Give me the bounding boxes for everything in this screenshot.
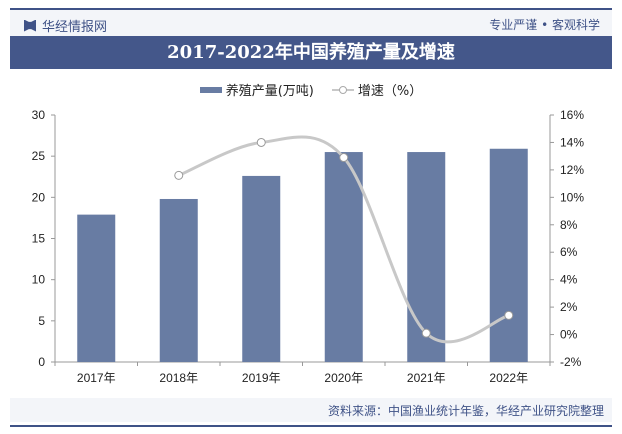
right-tick-label: 8% bbox=[560, 218, 578, 232]
growth-point bbox=[339, 153, 349, 163]
brand: 华经情报网 bbox=[24, 16, 107, 35]
right-tick-label: 6% bbox=[560, 245, 578, 259]
logo-icon bbox=[24, 19, 36, 32]
chart-title: 2017-2022年中国养殖产量及增速 bbox=[10, 36, 612, 69]
line-swatch bbox=[331, 85, 354, 95]
right-tick-label: 4% bbox=[560, 273, 578, 287]
bar bbox=[159, 198, 198, 362]
legend-item-bar: 养殖产量(万吨) bbox=[199, 80, 314, 99]
header: 华经情报网 专业严谨 • 客观科学 bbox=[10, 10, 612, 36]
x-tick-label: 2018年 bbox=[159, 371, 198, 385]
right-tick-label: 12% bbox=[560, 163, 584, 177]
bar bbox=[407, 152, 446, 362]
growth-line bbox=[178, 135, 510, 344]
legend-label: 增速（%） bbox=[357, 84, 423, 99]
slogan: 专业严谨 • 客观科学 bbox=[489, 18, 600, 32]
bar bbox=[77, 214, 116, 362]
footer: 资料来源：中国渔业统计年鉴，华经产业研究院整理 bbox=[10, 398, 612, 422]
brand-name: 华经情报网 bbox=[42, 20, 108, 35]
x-tick-label: 2020年 bbox=[324, 371, 363, 385]
x-tick-label: 2022年 bbox=[489, 371, 528, 385]
bar-swatch bbox=[199, 86, 222, 93]
left-tick-label: 10 bbox=[32, 273, 46, 287]
x-tick-label: 2019年 bbox=[242, 371, 281, 385]
legend: 养殖产量(万吨) 增速（%） bbox=[0, 80, 622, 99]
left-tick-label: 25 bbox=[32, 149, 46, 163]
left-tick-label: 5 bbox=[38, 314, 45, 328]
right-tick-label: 14% bbox=[560, 135, 584, 149]
x-tick-label: 2021年 bbox=[407, 371, 446, 385]
right-tick-label: -2% bbox=[560, 355, 582, 369]
legend-label: 养殖产量(万吨) bbox=[225, 84, 314, 99]
legend-item-line: 增速（%） bbox=[331, 80, 423, 99]
left-tick-label: 0 bbox=[38, 355, 45, 369]
growth-point bbox=[421, 328, 431, 338]
bar bbox=[489, 148, 528, 362]
left-tick-label: 20 bbox=[32, 190, 46, 204]
left-tick-label: 15 bbox=[32, 232, 46, 246]
bar bbox=[242, 175, 281, 362]
right-tick-label: 10% bbox=[560, 190, 584, 204]
bar bbox=[324, 152, 363, 362]
right-tick-label: 2% bbox=[560, 300, 578, 314]
top-rule bbox=[10, 8, 612, 10]
right-tick-label: 0% bbox=[560, 328, 578, 342]
growth-point bbox=[256, 137, 266, 147]
right-tick-label: 16% bbox=[560, 108, 584, 122]
left-tick-label: 30 bbox=[32, 108, 46, 122]
growth-point bbox=[174, 170, 184, 180]
bottom-rule bbox=[10, 425, 612, 427]
x-tick-label: 2017年 bbox=[77, 371, 116, 385]
source-note: 资料来源：中国渔业统计年鉴，华经产业研究院整理 bbox=[327, 404, 604, 418]
growth-point bbox=[504, 310, 514, 320]
